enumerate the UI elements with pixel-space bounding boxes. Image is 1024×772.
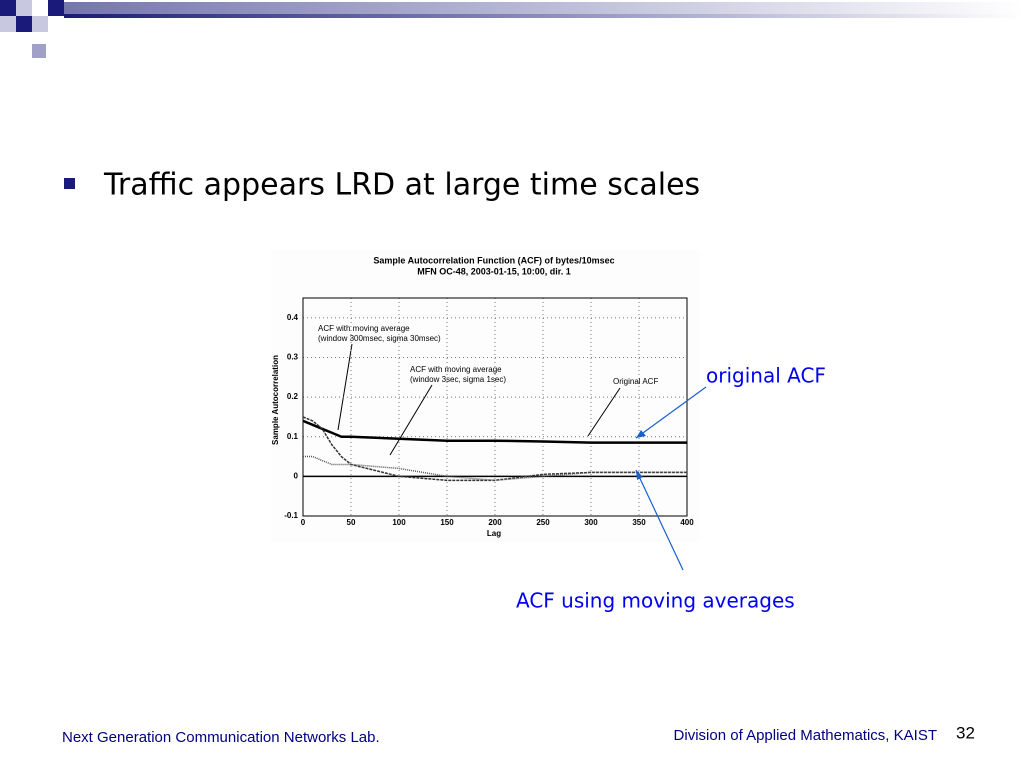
footer-left: Next Generation Communication Networks L… (62, 729, 380, 746)
annotation: (window 3sec, sigma 1sec) (410, 375, 506, 384)
header-square (16, 16, 32, 32)
figure: Sample Autocorrelation Function (ACF) of… (270, 250, 700, 542)
x-tick-label: 250 (536, 518, 550, 527)
y-tick-label: 0.4 (287, 313, 299, 322)
callout-arrowhead (636, 430, 646, 438)
page-number: 32 (956, 723, 975, 742)
header-square (16, 0, 32, 16)
x-tick-label: 100 (392, 518, 406, 527)
chart-title: Sample Autocorrelation Function (ACF) of… (373, 255, 614, 265)
x-axis-label: Lag (487, 529, 501, 538)
annotation: ACF with moving average (410, 365, 502, 374)
y-tick-label: 0.3 (287, 353, 299, 362)
callout-arrowhead (636, 470, 643, 480)
footer-right: Division of Applied Mathematics, KAIST (674, 727, 937, 744)
annotation: (window 300msec, sigma 30msec) (318, 334, 441, 343)
figure-background (270, 250, 700, 542)
annotation-arrow (587, 387, 621, 437)
x-tick-label: 150 (440, 518, 454, 527)
y-axis-label: Sample Autocorrelation (271, 355, 280, 445)
series-line (303, 455, 687, 482)
callout: ACF using moving averages (516, 589, 795, 613)
header-square (48, 0, 64, 16)
header-bar (64, 2, 1024, 14)
annotation: ACF with moving average (318, 324, 410, 333)
y-tick-label: 0.2 (287, 392, 299, 401)
x-tick-label: 350 (632, 518, 646, 527)
y-tick-label: 0.1 (287, 432, 299, 441)
header-square (32, 16, 48, 32)
x-tick-label: 300 (584, 518, 598, 527)
x-tick-label: 200 (488, 518, 502, 527)
callout: original ACF (706, 364, 826, 388)
y-tick-label: 0 (294, 471, 299, 480)
header-square (32, 44, 46, 58)
annotation-arrow (389, 384, 433, 456)
series-line (302, 416, 687, 482)
x-tick-label: 50 (347, 518, 356, 527)
callout-arrow (635, 469, 684, 571)
header-square (0, 16, 16, 32)
chart-subtitle: MFN OC-48, 2003-01-15, 10:00, dir. 1 (417, 266, 571, 276)
annotation-arrow (337, 343, 353, 431)
x-tick-label: 400 (680, 518, 694, 527)
header-square (32, 0, 48, 16)
x-tick-label: 0 (301, 518, 306, 527)
plot-frame (302, 297, 688, 517)
header-bar (64, 14, 1024, 18)
bullet-marker (64, 178, 75, 189)
bullet-text: Traffic appears LRD at large time scales (103, 168, 700, 203)
y-tick-label: -0.1 (284, 511, 298, 520)
annotation: Original ACF (613, 377, 658, 386)
callout-arrow (635, 386, 707, 439)
header-square (0, 0, 16, 16)
